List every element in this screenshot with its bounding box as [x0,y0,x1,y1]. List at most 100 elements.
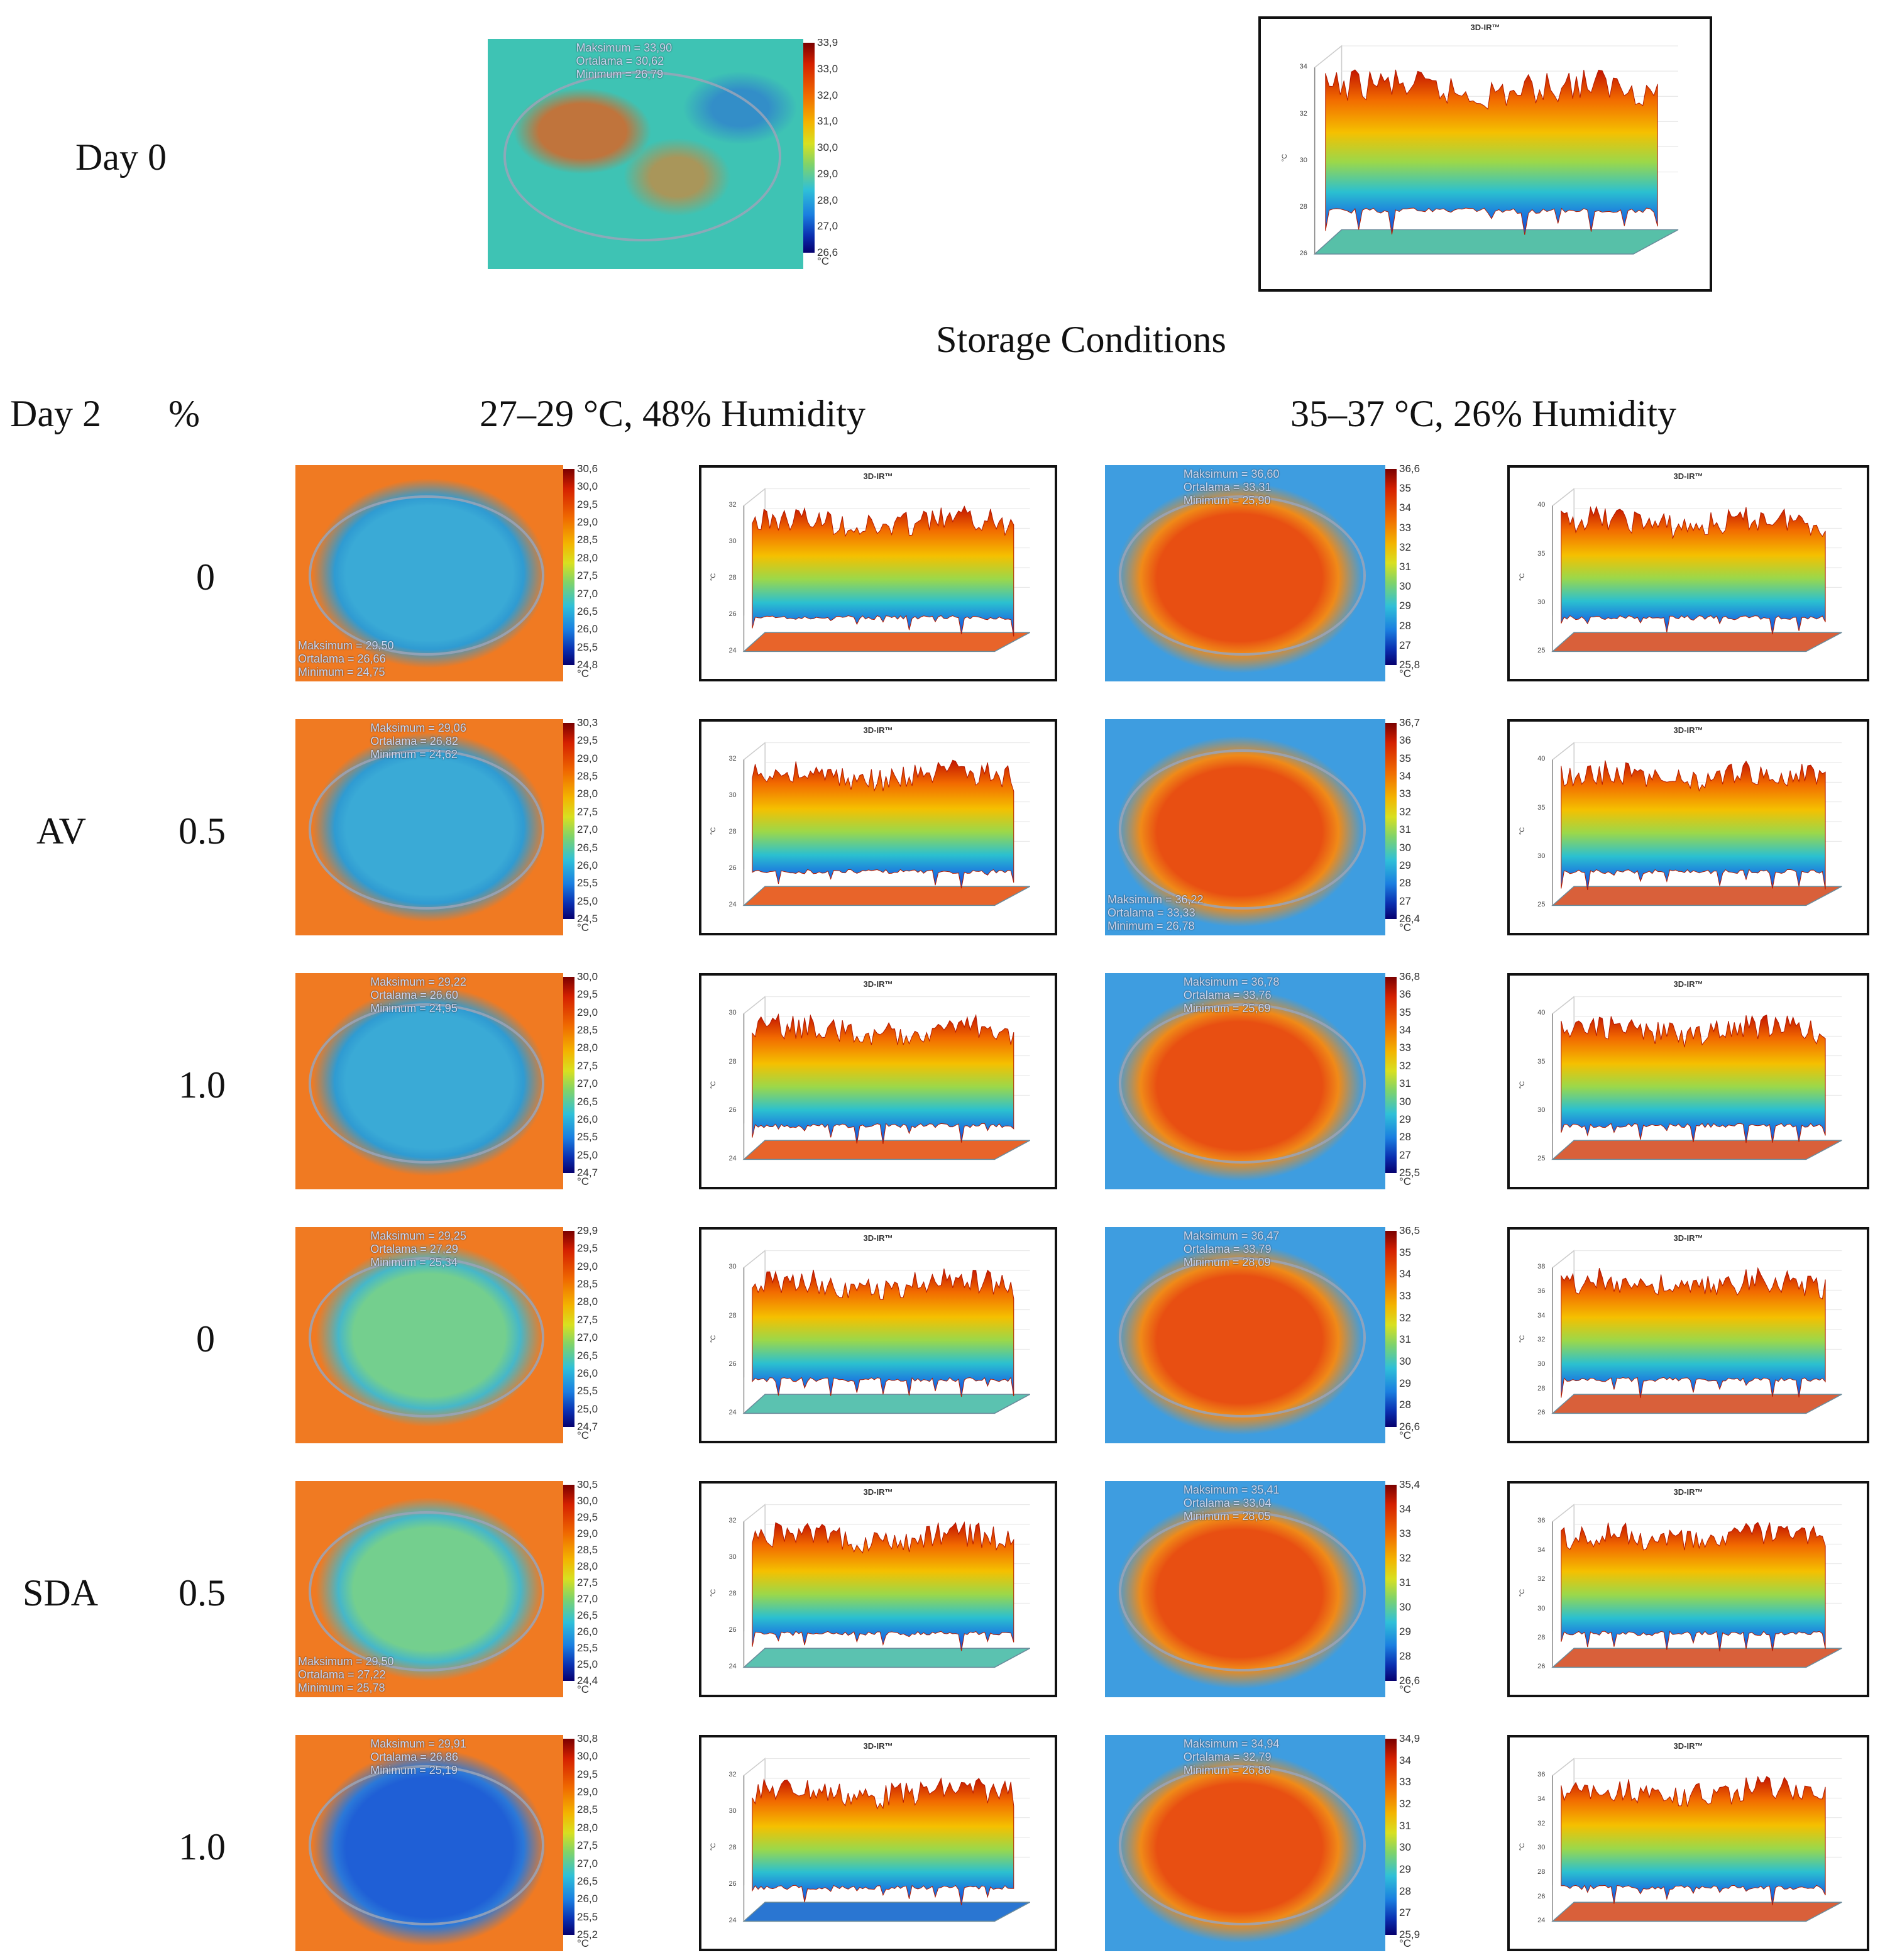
base-plate [1551,886,1842,906]
scale-tick-label: 29 [1399,600,1411,612]
stat-avg: Ortalama = 26,82 [370,735,458,747]
panel-title: 3D-IR™ [863,1233,893,1243]
y-tick-label: 26 [728,1880,737,1888]
scale-tick-label: 29,5 [577,1242,598,1255]
stat-min: Minimum = 25,34 [370,1256,458,1269]
temperature-stats: Maksimum = 29,25 Ortalama = 27,29 Minimum … [370,1230,466,1269]
roi-ellipse [1119,1765,1366,1925]
base-plate [1551,1648,1842,1668]
roi-ellipse [503,71,781,242]
y-tick-label: 32 [1299,109,1307,118]
concentration-label: 0.5 [179,1572,226,1614]
color-scale-bar [1385,1485,1397,1681]
scale-tick-label: 26,5 [577,841,598,854]
scale-tick-label: 34 [1399,1024,1411,1037]
stat-max: Maksimum = 33,90 [576,41,673,54]
scale-tick-label: 26,0 [577,1113,598,1125]
scale-tick-label: 32 [1399,1059,1411,1072]
y-tick-label: 30 [1537,1106,1546,1115]
y-tick-label: 28 [1299,202,1307,211]
scale-tick-label: 28,5 [577,1803,598,1816]
panel-title: 3D-IR™ [863,979,893,989]
y-axis-label: °C [710,573,718,581]
scale-tick-label: 33 [1399,521,1411,534]
y-tick-label: 40 [1537,755,1546,763]
panel-title: 3D-IR™ [863,471,893,481]
thermal-image: Maksimum = 36,60 Ortalama = 33,31 Minimum … [1105,465,1432,681]
y-tick-label: 26 [728,1106,737,1115]
scale-tick-label: 30 [1399,841,1411,854]
concentration-label: 0 [196,1318,215,1360]
scale-tick-label: 34 [1399,502,1411,514]
temperature-stats: Maksimum = 33,90 Ortalama = 30,62 Minimum … [576,41,673,81]
base-plate [742,1394,1031,1414]
stat-avg: Ortalama = 33,79 [1183,1243,1272,1255]
temperature-surface [1561,1775,1826,1905]
y-tick-label: 26 [728,864,737,873]
y-tick-label: 28 [728,1311,737,1319]
scale-tick-label: 31 [1399,823,1411,836]
thermal-image: Maksimum = 29,25 Ortalama = 27,29 Minimum … [295,1227,610,1443]
scale-tick-label: 26,4 [1399,913,1421,925]
scale-tick-label: 25,5 [1399,1167,1421,1179]
y-tick-label: 30 [728,1263,737,1271]
color-scale-bar [563,723,574,919]
scale-tick-label: 26,5 [577,1875,598,1887]
scale-tick-label: 26,5 [577,605,598,617]
thermal-image: Maksimum = 29,50 Ortalama = 26,66 Minimum … [295,465,610,681]
scale-tick-label: 29,0 [577,752,598,764]
surface-plot [1551,1504,1842,1668]
surface-plot [742,996,1031,1160]
scale-tick-label: 27,5 [577,1577,598,1588]
stat-avg: Ortalama = 33,04 [1183,1497,1272,1509]
scale-tick-label: 27,5 [577,1313,598,1326]
y-tick-label: 25 [1537,901,1546,909]
stat-max: Maksimum = 29,50 [298,1655,394,1668]
scale-tick-label: 29,0 [577,1006,598,1018]
scale-tick-label: 25,8 [1399,659,1421,671]
panel-title: 3D-IR™ [863,725,893,735]
scale-tick-label: 30,6 [577,465,598,475]
scale-tick-label: 28,5 [577,770,598,783]
color-scale-bar [1385,1231,1397,1427]
percent-header: % [168,393,200,434]
scale-tick-label: 32 [1399,541,1411,553]
ir-3d-panel: 3D-IR™ 40 35 30 25 °C [1507,465,1869,681]
scale-tick-label: 29,5 [577,734,598,747]
y-tick-label: 30 [1537,1844,1546,1852]
scale-tick-label: 27,5 [577,570,598,582]
stat-avg: Ortalama = 33,33 [1107,906,1195,919]
y-tick-label: 30 [728,1553,737,1561]
scale-tick-label: 24,7 [577,1167,598,1179]
y-tick-label: 28 [728,1844,737,1852]
temperature-surface [752,505,1014,637]
group-label-av: AV [36,810,86,852]
scale-tick-label: 27,0 [577,1593,598,1605]
scale-tick-label: 26,5 [577,1609,598,1621]
temperature-stats: Maksimum = 36,78 Ortalama = 33,76 Minimum … [1184,976,1280,1015]
y-tick-label: 35 [1537,549,1546,558]
y-tick-label: 28 [1537,1633,1546,1641]
scale-tick-label: 28,0 [577,1296,598,1308]
y-axis-label: °C [710,827,718,835]
stat-max: Maksimum = 35,41 [1183,1484,1280,1496]
thermal-image: Maksimum = 29,22 Ortalama = 26,60 Minimum … [295,973,610,1189]
scale-tick-label: 34,9 [1399,1735,1421,1744]
temperature-stats: Maksimum = 29,22 Ortalama = 26,60 Minimum … [370,976,466,1015]
y-tick-label: 28 [728,1590,737,1598]
color-scale-bar [563,469,574,665]
scale-unit: °C [1399,922,1412,933]
scale-tick-label: 28 [1399,1885,1411,1897]
scale-tick-label: 24,4 [577,1675,598,1687]
scale-tick-label: 30 [1399,580,1411,593]
stat-avg: Ortalama = 26,60 [370,989,458,1001]
scale-tick-label: 28,5 [577,1544,598,1556]
y-tick-label: 35 [1537,1057,1546,1065]
roi-ellipse [1119,1257,1366,1418]
scale-tick-label: 34 [1399,1503,1411,1515]
temperature-stats: Maksimum = 29,50 Ortalama = 27,22 Minimum … [298,1655,394,1695]
ir-3d-panel: 3D-IR™ 30 28 26 24 °C [699,1227,1057,1443]
base-plate [1551,1140,1842,1160]
day2-label: Day 2 [10,393,101,434]
surface-plot [1313,45,1679,255]
